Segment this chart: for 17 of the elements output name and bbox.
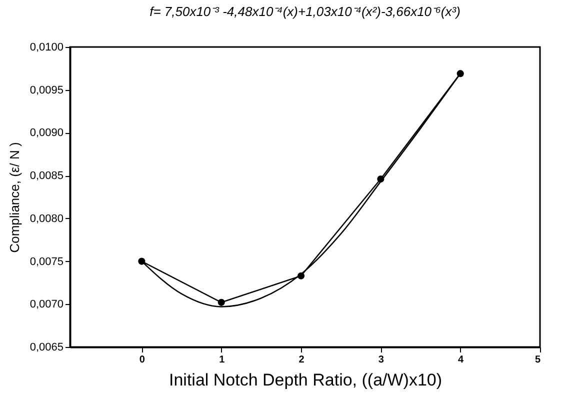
y-tick-label: 0,0075 [30, 256, 64, 268]
y-tick-label: 0,0100 [30, 42, 64, 54]
y-axis-title: Compliance, (ε/ N ) [6, 142, 22, 253]
x-tick-label: 3 [378, 354, 384, 366]
y-tick-label: 0,0095 [30, 84, 64, 96]
x-tick-label: 1 [219, 354, 226, 366]
x-tick-label: 5 [534, 354, 541, 366]
x-tick-label: 4 [458, 354, 464, 366]
y-tick-label: 0,0080 [30, 212, 64, 225]
y-tick-label: 0,0090 [30, 127, 64, 140]
x-axis-title: Initial Notch Depth Ratio, ((a/W)x10) [168, 370, 442, 390]
chart-title: f= 7,50x10⁻³ -4,48x10⁻⁴(x)+1,03x10⁻⁴(x²)-3,66x10⁻⁶(x³) [150, 4, 460, 19]
x-tick-label: 0 [139, 354, 146, 366]
y-tick-label: 0,0065 [30, 342, 64, 354]
y-tick-label: 0,0070 [30, 298, 64, 311]
x-tick-label: 2 [298, 354, 305, 366]
y-tick-label: 0,0085 [30, 170, 64, 182]
